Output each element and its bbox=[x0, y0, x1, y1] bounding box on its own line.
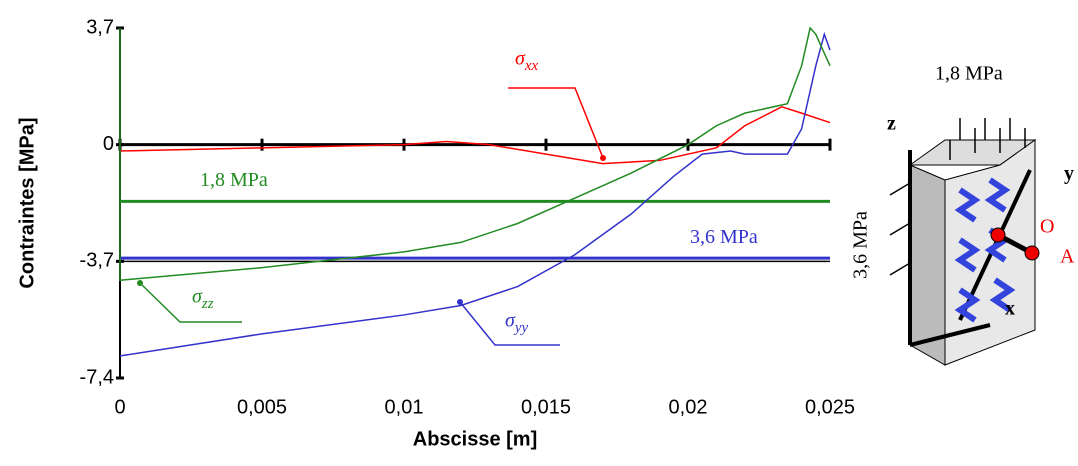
series-line bbox=[119, 106, 831, 165]
y-tick-label: -3,7 bbox=[80, 250, 114, 272]
label-leader bbox=[508, 87, 604, 159]
series-label: σxx bbox=[515, 48, 539, 75]
diagram: 1,8 MPa z y x O A 3,6 MPa bbox=[850, 63, 1075, 366]
reference-label: 3,6 MPa bbox=[690, 226, 758, 248]
diagram-label: A bbox=[1060, 246, 1075, 268]
y-axis-title: Contraintes [MPa] bbox=[16, 117, 38, 288]
series-line bbox=[119, 31, 831, 357]
label-arrowhead bbox=[137, 280, 143, 286]
series-label: σyy bbox=[505, 310, 529, 337]
label-leader bbox=[459, 301, 560, 346]
x-tick-label: 0,015 bbox=[521, 396, 571, 418]
x-tick-label: 0,005 bbox=[237, 396, 287, 418]
y-tick-label: 0 bbox=[103, 133, 114, 155]
series-label: σzz bbox=[192, 286, 214, 313]
y-tick-label: -7,4 bbox=[80, 366, 114, 388]
diagram-label: O bbox=[1040, 216, 1054, 238]
x-tick-label: 0,01 bbox=[385, 396, 424, 418]
y-tick-label: 3,7 bbox=[86, 16, 114, 38]
x-axis-title: Abscisse [m] bbox=[413, 428, 538, 450]
diagram-label: y bbox=[1064, 163, 1074, 185]
x-tick-label: 0 bbox=[114, 396, 125, 418]
diagram-label: z bbox=[887, 113, 896, 135]
diagram-label: 3,6 MPa bbox=[850, 211, 872, 279]
x-tick-label: 0,025 bbox=[805, 396, 855, 418]
x-tick-label: 0,02 bbox=[669, 396, 708, 418]
reference-label: 1,8 MPa bbox=[200, 169, 268, 191]
label-arrowhead bbox=[600, 155, 606, 161]
diagram-label: x bbox=[1005, 298, 1015, 320]
label-leader bbox=[139, 282, 242, 323]
label-arrowhead bbox=[457, 299, 463, 305]
diagram-label: 1,8 MPa bbox=[935, 63, 1003, 85]
series-line bbox=[119, 26, 831, 282]
